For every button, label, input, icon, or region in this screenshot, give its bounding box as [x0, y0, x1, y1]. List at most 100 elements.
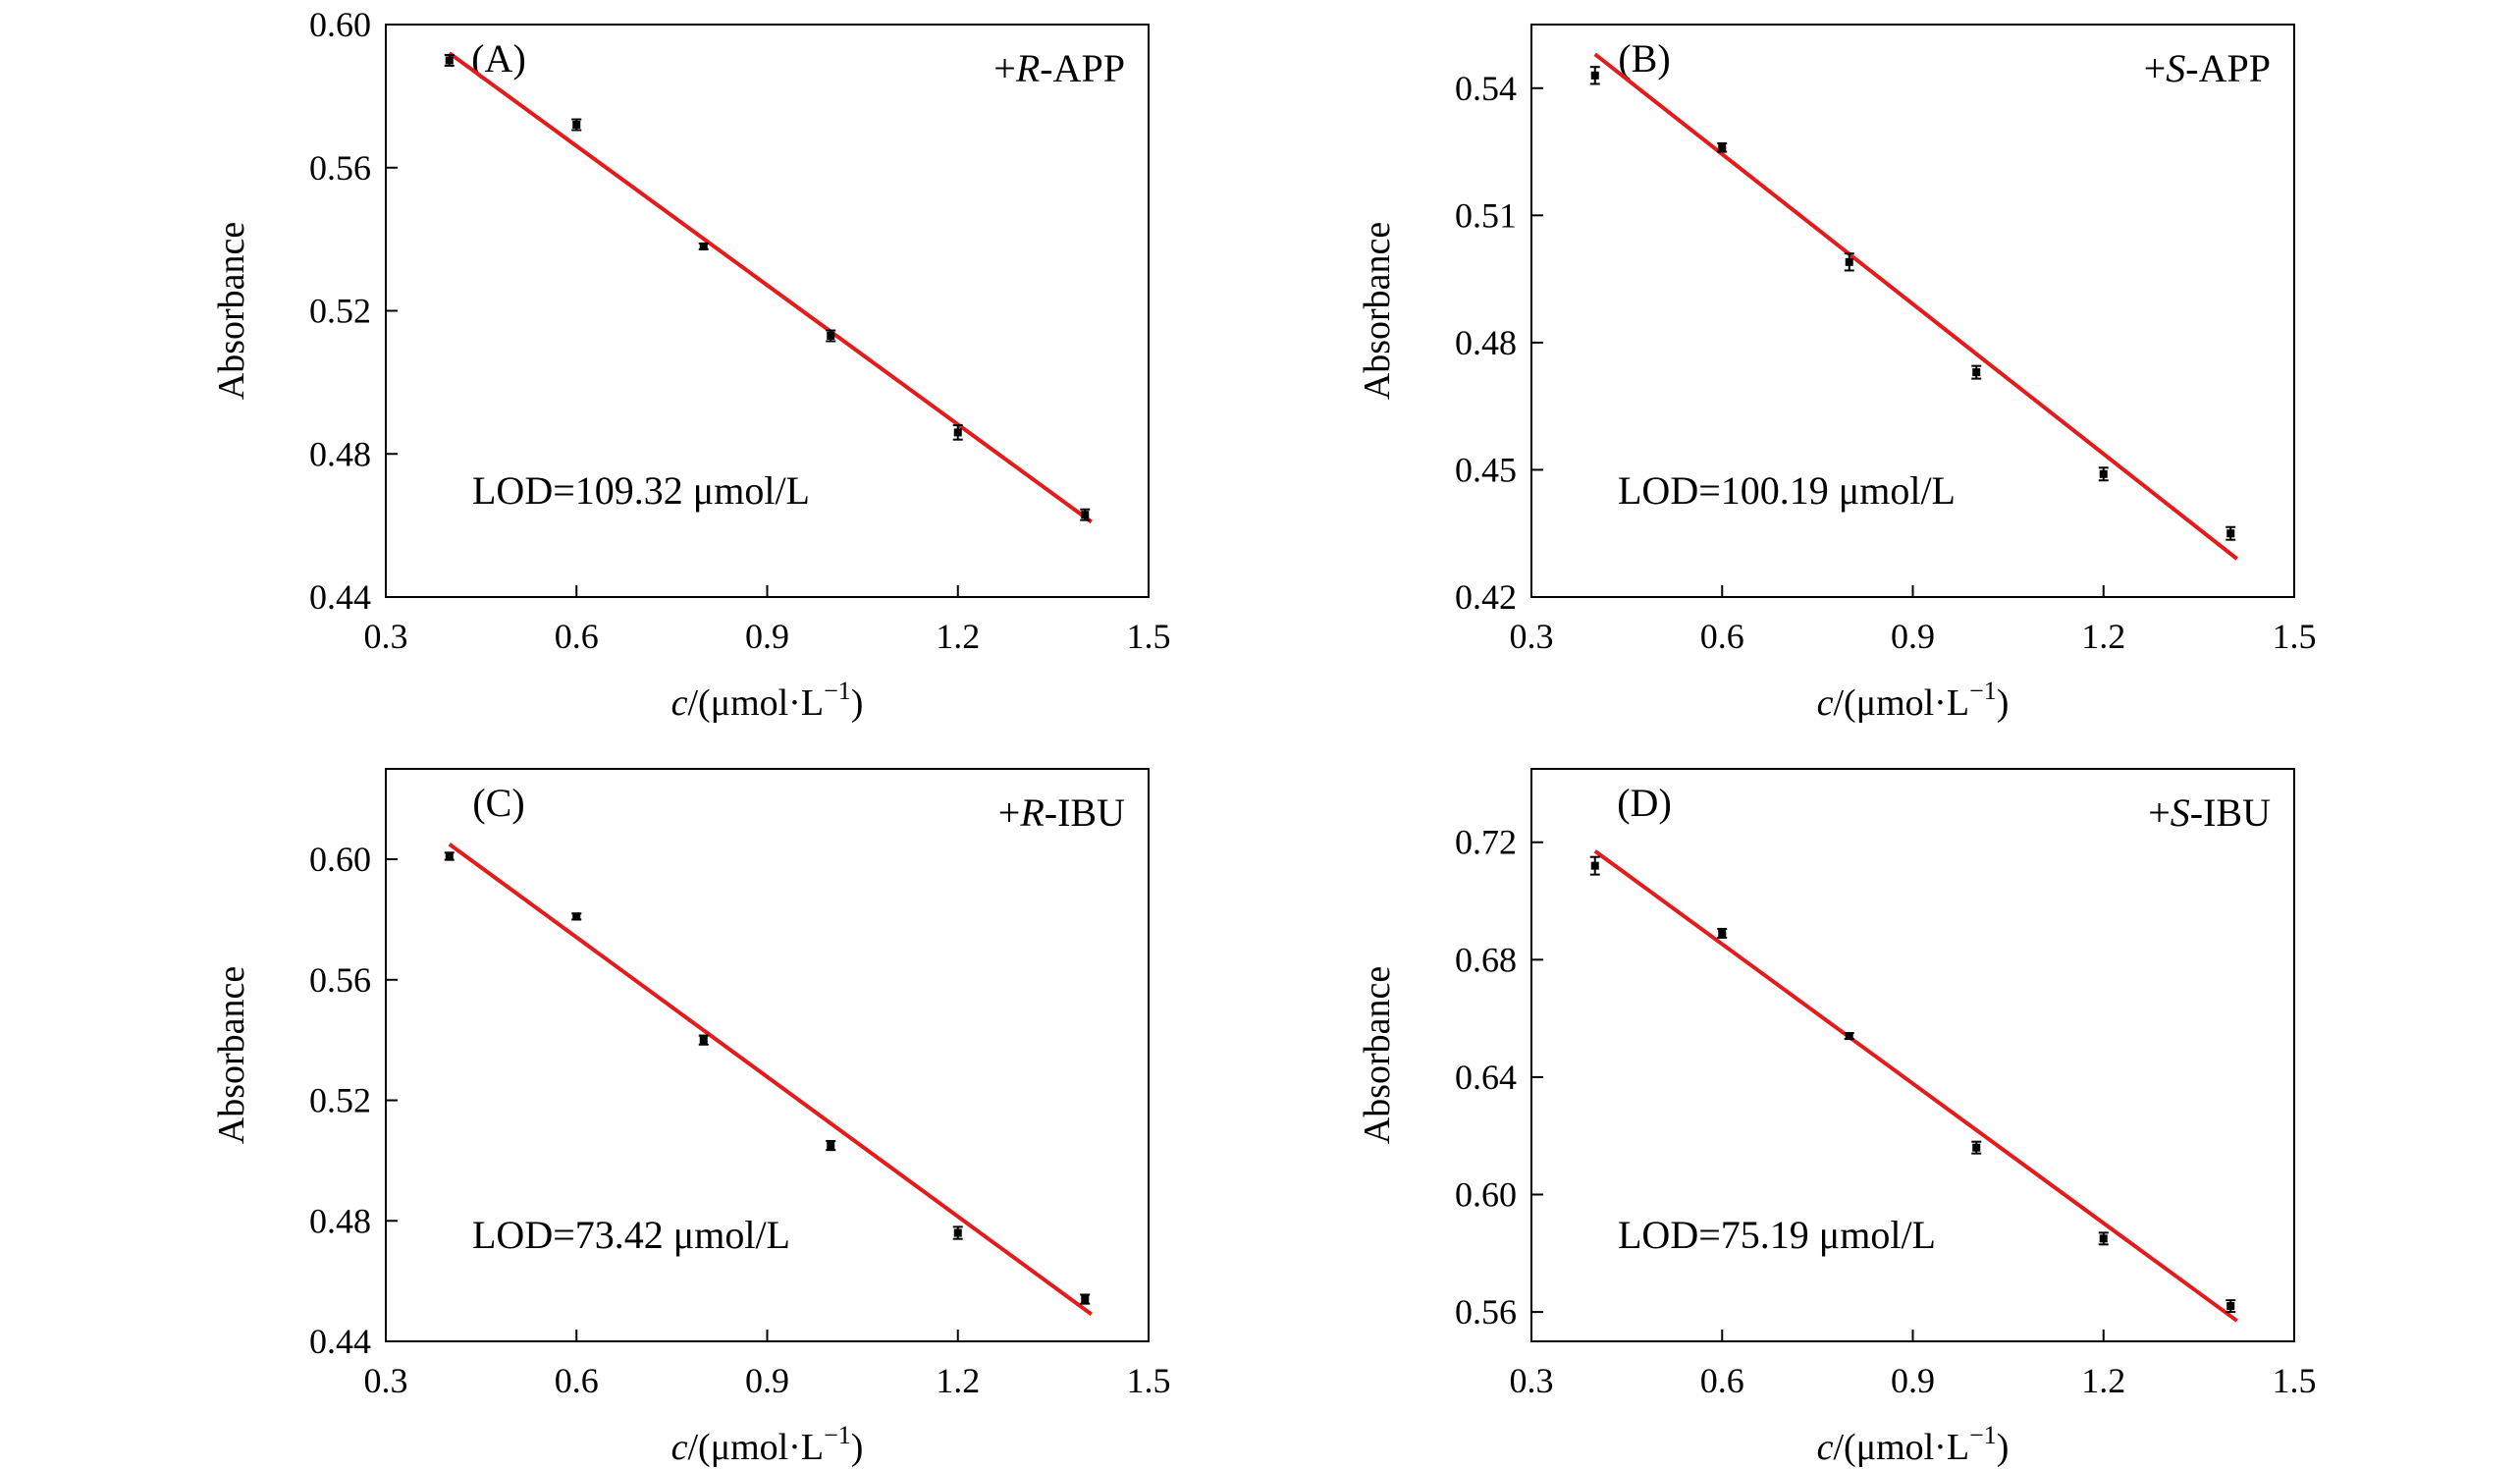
x-tick-label: 0.9 — [745, 1361, 789, 1400]
panel-label: (C) — [472, 781, 524, 825]
y-axis-label: Absorbance — [211, 222, 252, 400]
sample-annotation-prefix: + — [2144, 46, 2167, 90]
y-tick-label: 0.52 — [309, 1081, 371, 1120]
x-axis-label-sup: −1 — [824, 677, 851, 705]
data-point — [1081, 1295, 1090, 1304]
x-tick-label: 1.5 — [2273, 617, 2317, 656]
data-point — [2099, 469, 2108, 478]
data-point — [445, 56, 454, 65]
chart-panel-c: 0.3 0.6 0.9 1.2 1.5 0.44 0.48 0.52 0.56 0.60 Absor… — [211, 768, 1171, 1468]
x-axis-label: c/(μmol·L−1) — [671, 1421, 864, 1468]
panel-label: (B) — [1618, 36, 1670, 81]
x-tick-label: 0.9 — [1891, 617, 1935, 656]
x-axis-label-var: c — [671, 682, 688, 724]
x-axis-label-sup: −1 — [1969, 1421, 1997, 1449]
lod-annotation: LOD=75.19 μmol/L — [1618, 1213, 1936, 1257]
y-tick-label: 0.48 — [309, 1201, 371, 1240]
y-tick-label: 0.45 — [1455, 450, 1517, 489]
x-tick-label: 0.6 — [555, 617, 599, 656]
y-tick-label: 0.52 — [309, 292, 371, 331]
data-point — [572, 912, 581, 921]
fit-line — [448, 51, 1093, 524]
data-point — [1081, 511, 1090, 519]
lod-annotation: LOD=73.42 μmol/L — [472, 1213, 790, 1257]
data-point — [827, 332, 835, 341]
x-axis-label-close: ) — [1997, 1427, 2010, 1468]
y-axis-label: Absorbance — [1357, 966, 1398, 1144]
sample-annotation-suffix: -IBU — [1045, 790, 1125, 835]
x-axis-label: c/(μmol·L−1) — [671, 677, 864, 724]
data-point — [445, 851, 454, 860]
x-tick-label: 1.5 — [1127, 1361, 1171, 1400]
x-tick-label: 0.3 — [364, 1361, 408, 1400]
sample-annotation: +R-IBU — [998, 790, 1125, 835]
y-tick-label: 0.51 — [1455, 195, 1517, 235]
y-tick-label: 0.56 — [1455, 1292, 1517, 1332]
data-point — [2099, 1234, 2108, 1243]
y-tick-label: 0.60 — [309, 5, 371, 44]
y-axis-label: Absorbance — [211, 966, 252, 1144]
x-tick-label: 0.6 — [1700, 617, 1744, 656]
x-axis-label-close: ) — [851, 682, 864, 724]
sample-annotation-suffix: -APP — [2185, 46, 2271, 90]
y-tick-label: 0.68 — [1455, 940, 1517, 979]
lod-annotation: LOD=100.19 μmol/L — [1618, 468, 1956, 513]
x-tick-label: 0.9 — [1891, 1361, 1935, 1400]
data-point — [699, 242, 708, 250]
y-tick-label: 0.60 — [1455, 1175, 1517, 1215]
data-point — [953, 1228, 962, 1237]
x-axis-label-unit: /(μmol·L — [687, 682, 824, 724]
data-point — [1590, 861, 1599, 870]
data-point — [1972, 1143, 1981, 1152]
x-tick-label: 0.3 — [1510, 1361, 1554, 1400]
sample-annotation: +S-IBU — [2148, 790, 2271, 835]
data-point — [1718, 143, 1727, 152]
x-tick-label: 0.6 — [555, 1361, 599, 1400]
data-point — [1590, 71, 1599, 80]
fit-line — [448, 843, 1093, 1316]
y-tick-label: 0.56 — [309, 960, 371, 1000]
data-point — [2226, 529, 2235, 538]
sample-annotation-prefix: + — [993, 46, 1016, 90]
chart-panel-b: 0.3 0.6 0.9 1.2 1.5 0.42 0.45 0.48 0.51 0.54 Absor… — [1357, 24, 2317, 724]
y-tick-label: 0.48 — [309, 434, 371, 473]
fit-line — [1593, 52, 2238, 561]
x-axis-label-var: c — [1817, 1427, 1834, 1468]
panel-label: (A) — [471, 36, 526, 81]
x-tick-label: 1.5 — [1127, 617, 1171, 656]
x-axis-label-close: ) — [1997, 682, 2010, 724]
x-axis-label: c/(μmol·L−1) — [1817, 677, 2010, 724]
data-point — [1972, 368, 1981, 377]
y-tick-label: 0.44 — [309, 1322, 371, 1361]
y-tick-label: 0.64 — [1455, 1058, 1517, 1097]
x-tick-label: 0.6 — [1700, 1361, 1744, 1400]
sample-annotation-enantiomer: R — [1015, 46, 1040, 90]
y-tick-label: 0.42 — [1455, 577, 1517, 617]
x-axis-label-unit: /(μmol·L — [1833, 682, 1969, 724]
fit-line — [1593, 849, 2238, 1323]
x-tick-label: 1.2 — [936, 1361, 980, 1400]
sample-annotation-prefix: + — [998, 790, 1021, 835]
data-point — [953, 428, 962, 437]
y-tick-label: 0.60 — [309, 840, 371, 879]
x-tick-label: 1.2 — [2081, 1361, 2125, 1400]
sample-annotation-enantiomer: S — [2166, 46, 2185, 90]
sample-annotation-suffix: -APP — [1040, 46, 1125, 90]
sample-annotation-enantiomer: S — [2171, 790, 2190, 835]
lod-annotation: LOD=109.32 μmol/L — [472, 468, 810, 513]
y-tick-label: 0.54 — [1455, 69, 1517, 108]
x-axis-label-var: c — [671, 1427, 688, 1468]
x-axis-label-sup: −1 — [824, 1421, 851, 1449]
data-point — [1718, 929, 1727, 938]
x-axis-label-close: ) — [851, 1427, 864, 1468]
chart-panel-a: 0.3 0.6 0.9 1.2 1.5 0.44 0.48 0.52 0.56 0.60 Absor… — [211, 5, 1171, 724]
sample-annotation-enantiomer: R — [1019, 790, 1044, 835]
x-tick-label: 1.2 — [936, 617, 980, 656]
x-axis-label-unit: /(μmol·L — [1833, 1427, 1969, 1468]
y-tick-label: 0.72 — [1455, 823, 1517, 862]
y-tick-label: 0.48 — [1455, 323, 1517, 362]
data-point — [1845, 1032, 1853, 1041]
x-axis-label-var: c — [1817, 682, 1834, 724]
x-tick-label: 0.3 — [1510, 617, 1554, 656]
y-tick-label: 0.44 — [309, 577, 371, 617]
